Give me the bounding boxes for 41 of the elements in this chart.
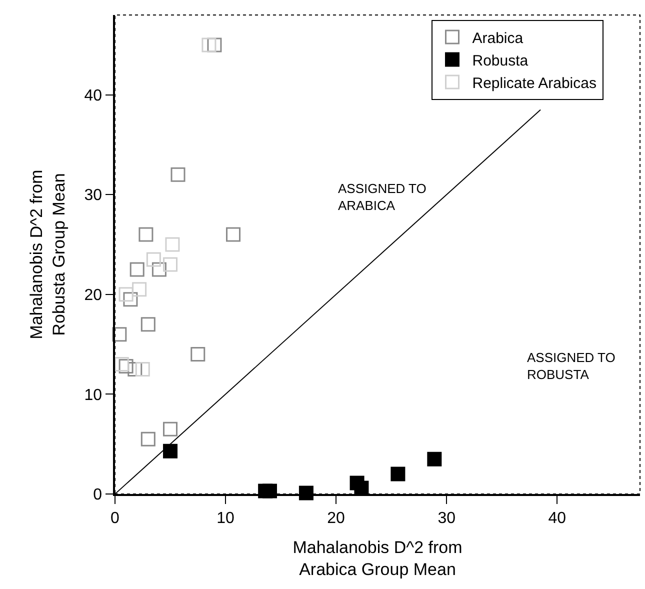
y-tick-label: 30 xyxy=(84,187,102,204)
point xyxy=(152,262,166,277)
point xyxy=(354,480,369,496)
point xyxy=(163,444,178,458)
point xyxy=(132,282,147,297)
point xyxy=(118,359,134,374)
point xyxy=(112,327,127,342)
x-axis-title: Mahalanobis D^2 from Arabica Group Mean xyxy=(292,538,462,579)
point xyxy=(138,227,154,242)
point xyxy=(170,167,186,182)
x-tick-label: 20 xyxy=(327,510,346,527)
y-axis-title: Mahalanobis D^2 from Robusta Group Mean xyxy=(27,170,68,340)
point xyxy=(390,466,406,482)
annotation: ASSIGNED TO ROBUSTA xyxy=(527,350,616,382)
point xyxy=(130,262,144,277)
point xyxy=(135,362,150,377)
legend-label: Replicate Arabicas xyxy=(472,74,596,92)
y-tick-label: 20 xyxy=(84,287,102,304)
legend-label: Arabica xyxy=(472,30,524,47)
point xyxy=(190,347,206,362)
point xyxy=(427,452,442,466)
y-tick-label: 0 xyxy=(93,486,102,504)
annotation: ASSIGNED TO ARABICA xyxy=(338,181,426,213)
x-tick-label: 10 xyxy=(216,510,235,527)
point xyxy=(202,38,216,52)
x-tick-label: 40 xyxy=(548,510,566,527)
point xyxy=(165,237,180,252)
point xyxy=(146,252,161,267)
point xyxy=(226,227,241,242)
legend-label: Robusta xyxy=(472,52,529,70)
point xyxy=(163,422,178,436)
x-tick-label: 0 xyxy=(110,510,120,527)
y-tick-label: 40 xyxy=(84,87,102,104)
y-tick-label: 10 xyxy=(84,386,102,404)
point xyxy=(123,292,138,307)
point xyxy=(118,287,134,302)
point xyxy=(114,357,129,372)
point xyxy=(140,432,156,446)
point xyxy=(163,257,178,272)
point xyxy=(140,317,156,332)
x-tick-label: 30 xyxy=(438,510,456,527)
